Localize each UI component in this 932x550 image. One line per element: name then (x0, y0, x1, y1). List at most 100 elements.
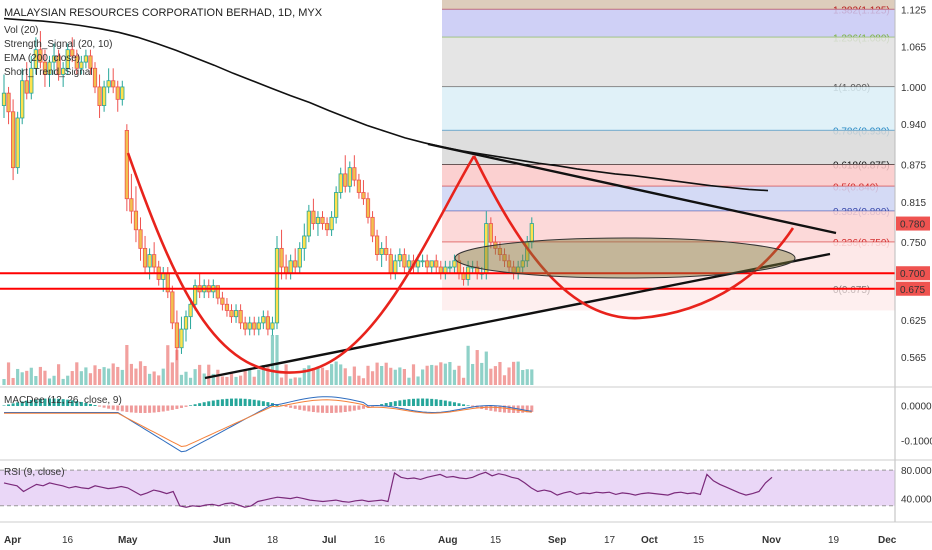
price-tick-label: 1.000 (901, 83, 926, 94)
ascending-trendline (204, 252, 831, 380)
volume-bar (398, 367, 402, 385)
macd-histogram-bar (216, 399, 220, 406)
price-tick-label: 1.065 (901, 43, 926, 54)
indicator-label-vol[interactable]: Vol (20) (4, 25, 38, 36)
price-label-badge (896, 266, 930, 281)
candle-body (83, 55, 88, 63)
candle-body (15, 117, 20, 169)
volume-bar (530, 369, 534, 385)
volume-bar (298, 377, 302, 385)
candle-body (352, 167, 357, 181)
candle-body (329, 216, 334, 231)
macd-histogram-bar (366, 405, 370, 408)
candle-body (393, 260, 398, 274)
volume-bar (102, 367, 106, 385)
macd-histogram-bar (111, 405, 115, 410)
macd-histogram-bar (452, 402, 456, 406)
descending-trendline (427, 142, 837, 235)
macd-histogram-bar (84, 402, 88, 406)
candle-body (520, 260, 525, 268)
candle-body (61, 67, 66, 75)
rsi-tick-label: 40.0000 (901, 495, 932, 506)
macd-histogram-bar (357, 405, 361, 410)
volume-bar (352, 366, 356, 385)
volume-bar (375, 362, 379, 385)
candle-body (70, 49, 75, 57)
macd-histogram-bar (416, 398, 420, 406)
candle-body (297, 247, 302, 268)
volume-bar (61, 378, 65, 385)
candle-body (243, 322, 248, 330)
macd-histogram-bar (407, 399, 411, 406)
volume-bar (175, 349, 179, 385)
volume-bar (361, 378, 366, 385)
indicator-label-short-trend[interactable]: Short_Trend_Signal (4, 67, 93, 78)
macd-histogram-bar (61, 399, 65, 406)
volume-bar (334, 361, 338, 385)
candle-body (261, 316, 266, 324)
price-label-badge (896, 281, 930, 296)
volume-bar (325, 370, 329, 385)
macd-histogram-bar (57, 398, 61, 406)
macd-histogram-bar (489, 405, 493, 411)
rsi-pane-label[interactable]: RSI (9, close) (4, 467, 65, 478)
macd-histogram-bar (430, 398, 434, 406)
macd-histogram-bar (29, 399, 33, 406)
volume-bar (343, 368, 347, 385)
volume-bar (307, 365, 311, 385)
candle-body (406, 260, 412, 268)
consolidation-ellipse (454, 237, 796, 279)
candle-body (220, 297, 225, 305)
volume-bar (380, 365, 384, 385)
drawing-annotations[interactable] (0, 142, 895, 380)
candle-body (279, 247, 284, 268)
volume-bar (521, 369, 525, 385)
volume-bar (116, 366, 120, 385)
volume-bar (339, 364, 343, 385)
candle-body (320, 216, 325, 224)
volume-bar (311, 367, 315, 385)
time-tick-label: May (118, 535, 138, 546)
volume-bar (43, 370, 47, 385)
candle-body (192, 285, 198, 305)
macd-histogram-bar (125, 405, 129, 412)
candle-body (374, 235, 380, 255)
macd-line (4, 396, 532, 453)
volume-bar (389, 367, 393, 385)
macd-pane-label[interactable]: MACDee (12, 26, close, 9) (4, 395, 122, 406)
rsi-line (3, 471, 773, 508)
macd-histogram-bar (75, 401, 79, 406)
macd-histogram-bar (398, 400, 402, 406)
macd-histogram-bar (330, 405, 334, 413)
macd-histogram-bar (325, 405, 329, 413)
macd-histogram-bar (102, 405, 106, 408)
candle-body (233, 310, 239, 318)
volume-bar (430, 364, 434, 385)
indicator-label-strength[interactable]: Strength_Signal (20, 10) (4, 39, 112, 50)
macd-histogram-bar (11, 403, 15, 406)
volume-bar (16, 368, 20, 385)
volume-bar (507, 367, 511, 385)
volume-bar (480, 362, 484, 385)
candle-body (51, 55, 57, 63)
candle-body (384, 247, 389, 255)
volume-bar (84, 367, 88, 385)
macd-histogram-bar (7, 404, 11, 406)
macd-histogram-bar (43, 398, 47, 406)
price-tick-label: 0.625 (901, 316, 926, 327)
volume-bar (512, 361, 516, 385)
volume-bar (421, 369, 425, 385)
indicator-label-ema[interactable]: EMA (200, close) (4, 53, 80, 64)
volume-bar (416, 376, 420, 385)
volume-bar (229, 373, 234, 385)
volume-bar (411, 364, 416, 385)
candle-body (502, 254, 507, 262)
macd-histogram-bar (129, 405, 133, 413)
volume-bar (57, 364, 61, 385)
candle-body (229, 310, 234, 318)
macd-histogram-bar (230, 398, 233, 406)
candle-body (365, 198, 371, 218)
volume-bar (348, 376, 352, 385)
candle-body (24, 80, 29, 94)
